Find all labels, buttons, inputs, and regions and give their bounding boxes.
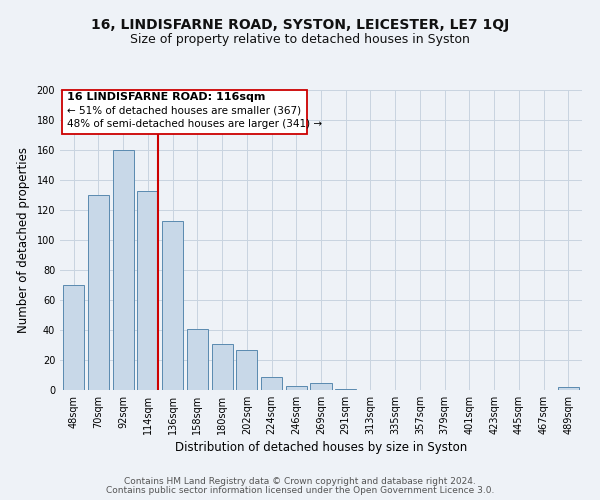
Bar [113,150,134,390]
Bar [62,90,307,134]
Text: Contains public sector information licensed under the Open Government Licence 3.: Contains public sector information licen… [106,486,494,495]
Bar [236,350,257,390]
X-axis label: Distribution of detached houses by size in Syston: Distribution of detached houses by size … [175,441,467,454]
Bar [187,328,208,390]
Bar [310,382,332,390]
Bar [162,220,183,390]
Bar [88,195,109,390]
Y-axis label: Number of detached properties: Number of detached properties [17,147,29,333]
Text: 16 LINDISFARNE ROAD: 116sqm: 16 LINDISFARNE ROAD: 116sqm [67,92,266,102]
Bar [63,285,84,390]
Bar [286,386,307,390]
Bar [137,190,158,390]
Text: Contains HM Land Registry data © Crown copyright and database right 2024.: Contains HM Land Registry data © Crown c… [124,477,476,486]
Text: 16, LINDISFARNE ROAD, SYSTON, LEICESTER, LE7 1QJ: 16, LINDISFARNE ROAD, SYSTON, LEICESTER,… [91,18,509,32]
Bar [261,376,282,390]
Text: ← 51% of detached houses are smaller (367): ← 51% of detached houses are smaller (36… [67,106,302,116]
Bar [212,344,233,390]
Bar [558,387,579,390]
Text: 48% of semi-detached houses are larger (341) →: 48% of semi-detached houses are larger (… [67,119,323,129]
Text: Size of property relative to detached houses in Syston: Size of property relative to detached ho… [130,32,470,46]
Bar [335,388,356,390]
